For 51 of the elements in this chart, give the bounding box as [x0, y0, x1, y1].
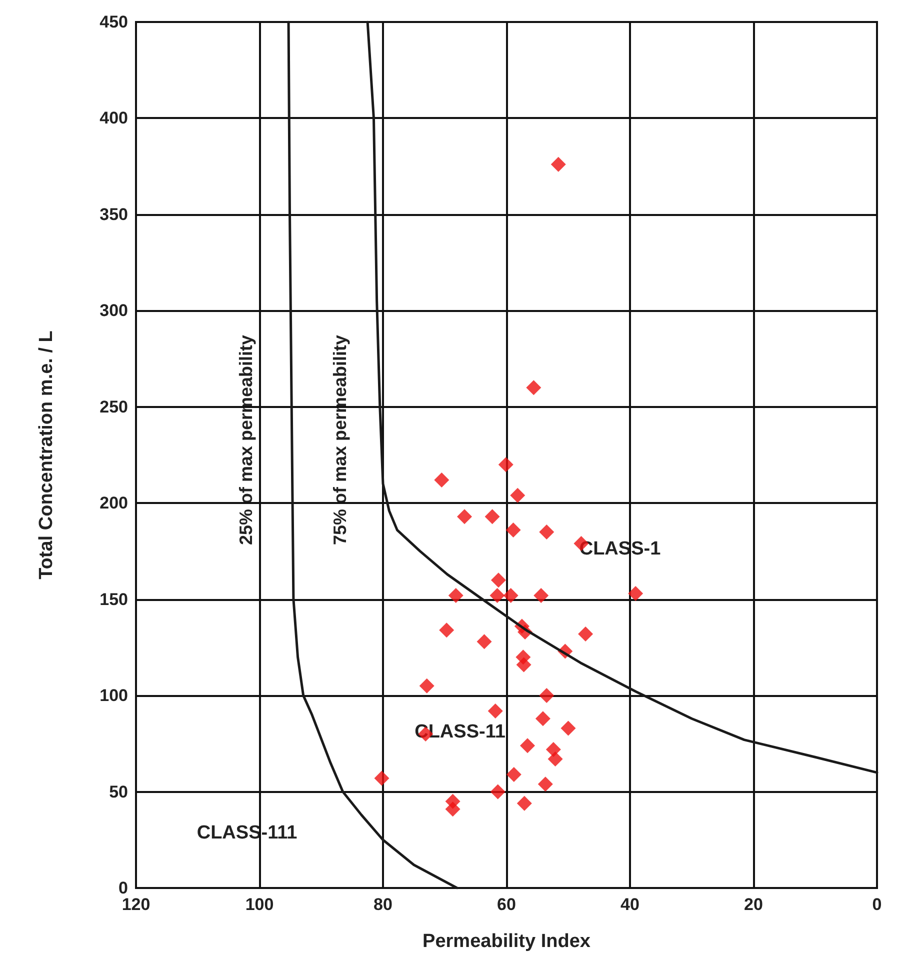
point [534, 588, 549, 603]
x-tick-label: 60 [497, 895, 516, 914]
point [578, 626, 594, 642]
point [488, 703, 503, 718]
point [560, 720, 576, 736]
y-tick-label: 250 [100, 397, 128, 416]
point [445, 802, 460, 817]
x-tick-label: 0 [872, 895, 882, 914]
point [526, 380, 542, 396]
point [516, 796, 532, 811]
x-tick-label: 40 [620, 895, 640, 914]
y-tick-label: 300 [100, 301, 128, 320]
y-tick-label: 450 [100, 12, 128, 32]
x-tick-label: 80 [374, 895, 392, 914]
y-tick-label: 400 [100, 108, 128, 128]
point [374, 770, 390, 786]
point [457, 509, 472, 524]
point [490, 588, 505, 603]
point [498, 457, 514, 472]
x-axis-title: Permeability Index [422, 931, 591, 952]
point [538, 776, 553, 792]
y-axis-title: Total Concentration m.e. / L [36, 330, 57, 580]
point [628, 586, 644, 602]
y-tick-label: 350 [100, 204, 128, 224]
point [539, 524, 554, 540]
point [448, 588, 464, 603]
point [550, 156, 566, 172]
point [484, 509, 500, 524]
x-tick-label: 100 [245, 895, 274, 914]
y-tick-label: 50 [109, 782, 128, 802]
x-tick-label: 120 [122, 895, 150, 914]
x-tick-label: 20 [744, 895, 763, 914]
point [434, 472, 450, 488]
y-tick-label: 200 [100, 494, 128, 513]
point [520, 738, 535, 754]
point [539, 688, 554, 704]
point [510, 488, 526, 503]
point [419, 678, 434, 694]
point [506, 766, 522, 782]
point [548, 752, 563, 767]
point [516, 657, 532, 672]
y-tick-label: 150 [100, 590, 128, 609]
point [476, 634, 492, 650]
y-tick-label: 0 [118, 878, 128, 898]
point [535, 711, 550, 726]
point [490, 572, 506, 588]
y-tick-label: 100 [100, 686, 128, 706]
point [490, 784, 506, 800]
point [503, 588, 518, 603]
point [506, 522, 521, 538]
point [439, 622, 454, 638]
